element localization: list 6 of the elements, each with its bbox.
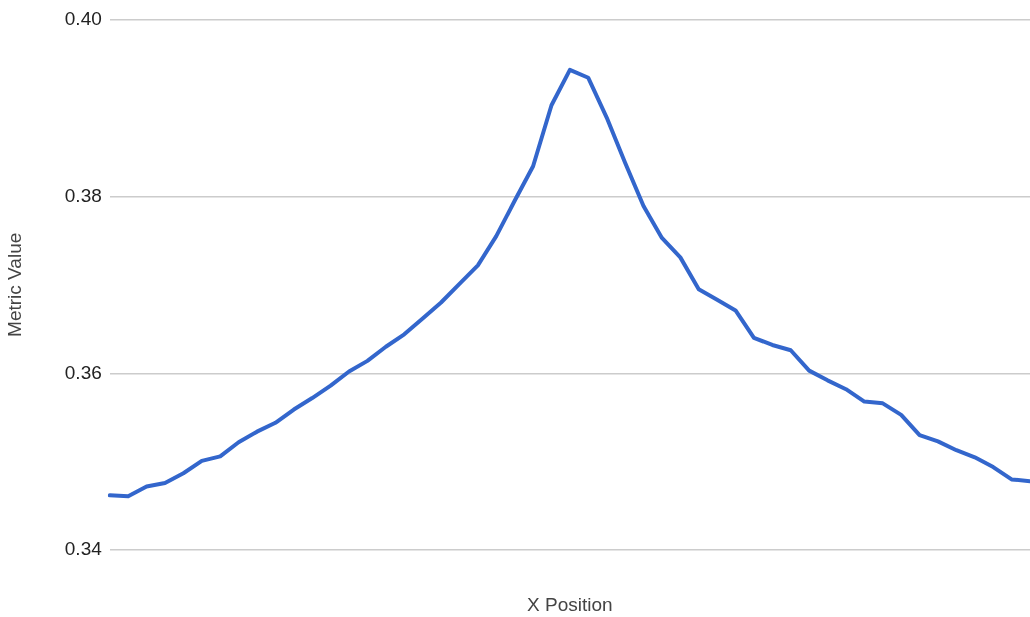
y-axis-title: Metric Value [3,232,25,337]
y-tick-label: 0.34 [64,538,103,560]
y-tick-label: 0.36 [64,361,102,383]
x-axis-title: X Position [527,593,613,615]
y-tick-label: 0.40 [64,7,102,29]
y-tick-label: 0.38 [64,184,102,206]
